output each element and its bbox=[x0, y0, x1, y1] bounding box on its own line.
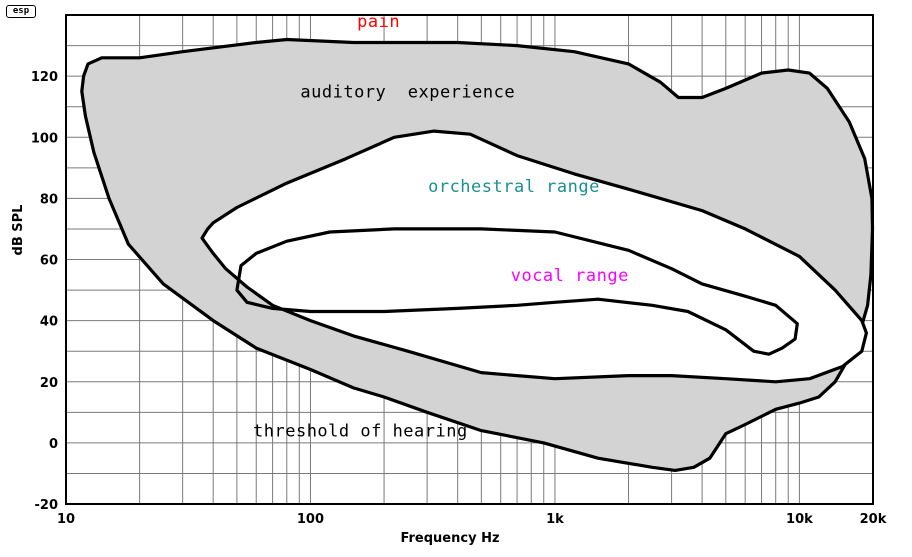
x-tick-label: 10k bbox=[786, 512, 813, 527]
range-curve-3 bbox=[235, 227, 799, 356]
x-tick-label: 20k bbox=[860, 512, 887, 527]
y-tick-label: 100 bbox=[31, 131, 58, 146]
x-axis-label: Frequency Hz bbox=[400, 531, 499, 546]
chart-annotation: pain bbox=[357, 12, 400, 32]
axes: 10 100 1k 10k 20k -20 0 20 40 60 80 100 120 bbox=[31, 14, 887, 527]
chart-annotation: auditory experience bbox=[300, 82, 515, 102]
y-tick-label: 20 bbox=[40, 376, 58, 391]
y-tick-label: 80 bbox=[40, 192, 58, 207]
chart-annotation: orchestral range bbox=[428, 177, 600, 197]
chart-annotation: vocal range bbox=[511, 266, 629, 286]
x-tick-label: 10 bbox=[57, 512, 75, 527]
x-tick-label: 1k bbox=[546, 512, 564, 527]
x-tick-label: 100 bbox=[297, 512, 324, 527]
plot-frame bbox=[65, 14, 874, 505]
y-tick-label: 120 bbox=[31, 70, 58, 85]
y-tick-label: 60 bbox=[40, 254, 58, 269]
chart-annotation: threshold of hearing bbox=[253, 422, 468, 442]
y-tick-label: 0 bbox=[49, 437, 58, 452]
y-tick-label: 40 bbox=[40, 315, 58, 330]
annotations: pain auditory experience orchestral range v… bbox=[253, 12, 629, 442]
y-tick-label: -20 bbox=[35, 498, 59, 513]
y-axis-label: dB SPL bbox=[11, 205, 26, 256]
esp-logo: esp bbox=[6, 5, 36, 18]
range-curves bbox=[80, 37, 875, 472]
